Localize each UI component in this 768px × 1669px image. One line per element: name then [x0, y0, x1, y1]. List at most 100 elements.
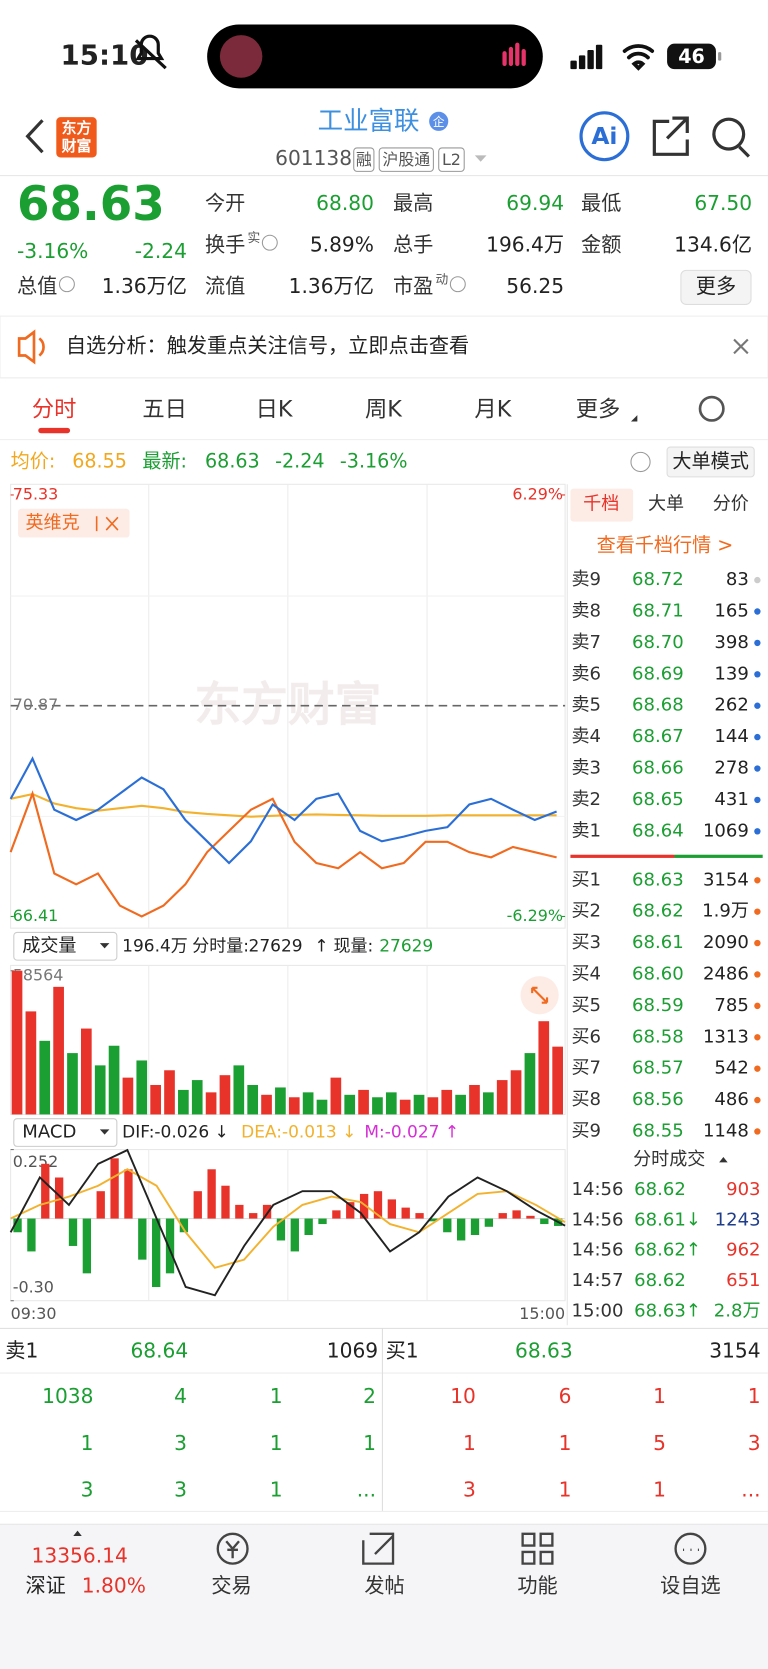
index-name[interactable]: 深证	[25, 1574, 65, 1598]
queue-order: 3	[748, 1431, 761, 1455]
compare-tag-label: 英维克	[25, 513, 79, 534]
stat-value: 68.80	[316, 191, 374, 215]
book-level: 卖4	[571, 726, 601, 747]
queue-order: 1	[270, 1384, 283, 1408]
mode-label[interactable]: 大单模式	[672, 449, 748, 472]
book-tab[interactable]: 大单	[648, 494, 684, 515]
close-banner[interactable]	[733, 338, 749, 355]
signal-bar	[595, 44, 603, 70]
book-level: 卖3	[571, 757, 601, 778]
search-button[interactable]	[712, 117, 751, 158]
book-tab[interactable]: 分价	[713, 494, 749, 515]
book-level: 卖2	[571, 789, 601, 810]
volume-label[interactable]: 成交量	[22, 935, 76, 956]
nav-icon[interactable]	[216, 1532, 249, 1565]
settings-icon[interactable]	[698, 395, 725, 422]
island-bars	[508, 46, 514, 66]
last-change-pct: -3.16%	[340, 449, 408, 472]
nav-item[interactable]: 设自选	[660, 1574, 721, 1598]
nav-item[interactable]: 功能	[517, 1574, 557, 1598]
select-arrow	[99, 1129, 110, 1135]
tab[interactable]: 五日	[142, 396, 187, 422]
tab[interactable]: 更多	[576, 396, 621, 422]
expand-icon	[531, 986, 549, 1004]
macd-select[interactable]	[13, 1118, 118, 1147]
volume-bar	[496, 1080, 508, 1115]
island-bars	[515, 42, 520, 66]
wifi-icon	[622, 44, 655, 71]
logo-text: 财富	[62, 137, 92, 155]
trade-time: 14:56	[571, 1179, 623, 1200]
share-button[interactable]	[652, 116, 689, 156]
volume-bar	[385, 1092, 397, 1115]
nav-icon[interactable]	[362, 1532, 395, 1565]
stat-value: 1.36万亿	[289, 274, 374, 298]
mode-button[interactable]	[666, 446, 755, 478]
queue-volume: 1069	[327, 1338, 378, 1362]
dea-label: DEA:-0.013 ↓	[241, 1123, 356, 1143]
book-level: 卖9	[571, 569, 601, 590]
stock-code: 601138	[275, 146, 352, 170]
trade-time: 14:57	[571, 1270, 623, 1291]
book-dot	[754, 733, 761, 741]
compare-close	[95, 516, 119, 532]
book-dot	[754, 1002, 761, 1010]
macd-bar	[359, 1193, 369, 1219]
queue-order: 5	[653, 1431, 666, 1455]
macd-bar	[429, 1218, 438, 1222]
nav-bar	[0, 1524, 768, 1669]
book-volume: 3154	[703, 869, 749, 890]
battery-level: 46	[678, 45, 705, 68]
macd-bar	[276, 1218, 286, 1241]
index-change[interactable]: 1.80%	[82, 1574, 146, 1598]
volume-bar	[469, 1084, 480, 1115]
tab[interactable]: 周K	[365, 396, 403, 422]
status-time: 15:10	[61, 38, 149, 71]
macd-bar	[304, 1218, 313, 1235]
trades-title: 分时成交	[633, 1149, 705, 1170]
trade-price: 68.63↑	[634, 1300, 701, 1321]
index-value[interactable]: 13356.14	[32, 1544, 128, 1568]
macd-label[interactable]: MACD	[22, 1122, 76, 1143]
book-tab[interactable]: 千档	[583, 494, 619, 515]
nav-icon[interactable]	[674, 1532, 707, 1565]
trade-volume: 651	[726, 1270, 760, 1291]
banner-text[interactable]: 自选分析：触发重点关注信号，立即点击查看	[66, 333, 469, 357]
more-label[interactable]: 更多	[696, 274, 736, 298]
macd-bar	[262, 1204, 272, 1219]
ai-button[interactable]	[579, 111, 630, 162]
book-link[interactable]: 查看千档行情 >	[597, 534, 734, 557]
nav-icon[interactable]	[521, 1532, 554, 1565]
queue-label: 买1	[386, 1338, 419, 1362]
nav-item[interactable]: 发帖	[364, 1574, 404, 1598]
tab[interactable]: 月K	[474, 396, 512, 422]
badge-text: 企	[433, 115, 445, 129]
nav-item[interactable]: 交易	[211, 1574, 251, 1598]
ai-label[interactable]: Ai	[591, 122, 617, 150]
dif-label: DIF:-0.026 ↓	[122, 1123, 229, 1143]
stat-value: 56.25	[506, 274, 564, 298]
back-button[interactable]	[25, 119, 44, 154]
tab[interactable]: 分时	[32, 396, 77, 422]
period-value: 27629	[249, 936, 303, 956]
book-price: 68.72	[632, 569, 684, 590]
y-tick-label: 75.33	[13, 484, 59, 503]
more-button[interactable]	[680, 269, 752, 305]
volume-bar	[25, 1011, 37, 1115]
book-volume: 785	[714, 995, 748, 1016]
book-volume: 165	[714, 600, 748, 621]
stat-value: 1.36万亿	[102, 274, 187, 298]
volume-bar	[233, 1065, 245, 1115]
stat-sup: 实	[248, 231, 261, 246]
volume-select[interactable]	[13, 931, 118, 961]
book-level: 买2	[571, 901, 601, 922]
island-avatar	[219, 35, 263, 78]
book-level: 买4	[571, 963, 601, 984]
tab[interactable]: 日K	[256, 396, 294, 422]
stat-label: 金额	[581, 232, 621, 256]
book-price: 68.55	[632, 1120, 684, 1141]
price-line	[9, 756, 557, 865]
book-dot	[754, 828, 761, 835]
book-level: 买1	[571, 869, 601, 890]
